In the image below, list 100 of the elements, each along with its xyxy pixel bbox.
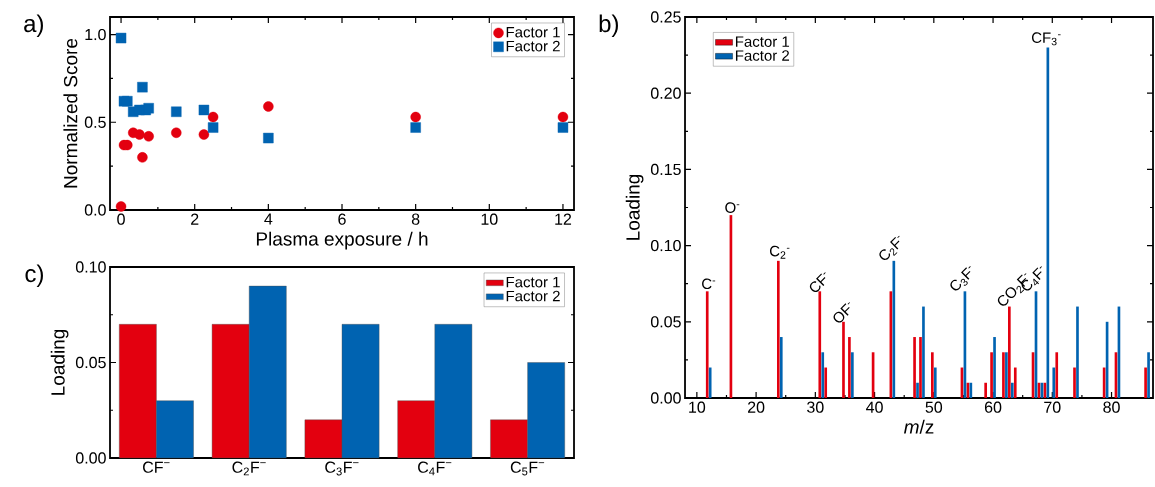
point [137,81,148,93]
bar [708,367,712,398]
annotation: OF$^{-}$ [833,302,850,323]
x-tick-label: 10 [689,401,706,413]
x-tick-label: 10 [481,213,498,225]
legend-label: Factor 2 [735,50,790,61]
bar [1052,367,1056,398]
bar [818,291,822,398]
y-axis-title: Normalized Score [63,38,78,188]
bar [851,352,854,398]
bar [892,260,896,398]
point [171,106,182,117]
point [263,132,274,144]
y-tick-label: 0.05 [75,356,106,369]
y-tick-label: 0.0 [84,204,106,216]
bar [933,367,937,398]
x-tick-label: 30 [807,401,824,413]
x-tick-label: 8 [411,213,420,225]
point [134,129,145,140]
bar [916,382,919,398]
annotation: C$^{-}$ [702,278,716,290]
annotation: C$_{2}$- [769,245,790,259]
bar [1055,352,1059,398]
x-tick-label: 80 [1103,401,1120,413]
legend-label: Factor 1 [506,276,560,288]
point [410,122,421,133]
y-tick-label: 0.10 [650,239,681,252]
y-tick-label: 0.05 [650,316,681,328]
bar [1076,306,1079,398]
text: c) [25,264,43,287]
x-axis-title: Plasma exposure / h [256,231,428,250]
bar [993,337,996,398]
bar [919,337,922,398]
point [115,201,127,212]
legend-label: Factor 2 [506,290,560,302]
bar [922,306,925,398]
bar [705,291,709,398]
bar [1073,367,1076,398]
x-tick-label: 70 [1044,401,1061,413]
bar [984,382,987,398]
x-tick-label: C$_{4}$F$^{−}$ [418,461,452,476]
point [137,152,148,163]
point [122,96,133,107]
x-tick-label: 6 [338,213,346,225]
annotation: CF$^{-}$ [809,272,826,293]
x-tick-label: CF$^{−}$ [143,461,170,473]
bar [1008,306,1011,398]
x-tick-label: 12 [555,213,572,225]
point [198,129,210,140]
point [198,104,210,116]
bar [821,352,825,398]
annotation: CF$_{3}$- [1031,32,1061,46]
legend-label: Factor 1 [506,26,560,38]
point [207,111,219,123]
text: a) [24,14,43,37]
bar [776,260,780,398]
bar [931,352,934,398]
annotation: O$^{-}$ [725,202,740,213]
y-tick-label: 0.5 [84,116,106,128]
point [557,111,569,123]
bar [779,337,783,398]
y-tick-label: 0.20 [650,87,681,99]
y-tick-label: 0.10 [75,261,106,273]
x-tick-label: C$_{2}$F$^{−}$ [232,461,266,476]
x-tick-label: 40 [866,401,883,413]
annotation: C$_{2}$F$^{-}$ [879,235,900,261]
y-tick-label: 0.25 [650,11,681,23]
point [263,101,274,112]
bar [848,337,851,398]
y-tick-label: 0.15 [650,163,681,176]
x-tick-label: C$_{5}$F$^{−}$ [510,461,545,476]
point [410,111,421,123]
annotation: C$_{3}$F$^{-}$ [950,266,971,291]
bar [824,367,828,398]
y-tick-label: 0.00 [650,392,681,404]
point [557,122,569,133]
bar [1010,382,1014,398]
bar [990,352,993,398]
x-tick-label: 50 [925,401,943,413]
x-tick-label: 20 [748,401,765,413]
legend-label: Factor 2 [506,40,560,52]
bar [842,321,845,398]
y-tick-label: 0.00 [75,452,106,464]
bar [913,337,916,398]
point [207,122,219,133]
point [115,32,127,44]
y-tick-label: 1.0 [85,28,106,41]
bar [1147,352,1150,398]
y-axis-title: Loading [625,174,644,240]
x-tick-label: C$_{3}$F$^{−}$ [325,461,359,476]
bar [1013,367,1017,398]
x-axis-title: m/z [904,419,934,434]
legend-label: Factor 1 [735,36,790,47]
bar [1144,367,1147,398]
y-axis-title: Loading [50,329,69,395]
x-tick-label: 2 [191,213,199,225]
x-tick-label: 60 [984,401,1002,413]
x-tick-label: 4 [264,213,273,225]
point [143,131,154,142]
text: b) [599,14,618,37]
